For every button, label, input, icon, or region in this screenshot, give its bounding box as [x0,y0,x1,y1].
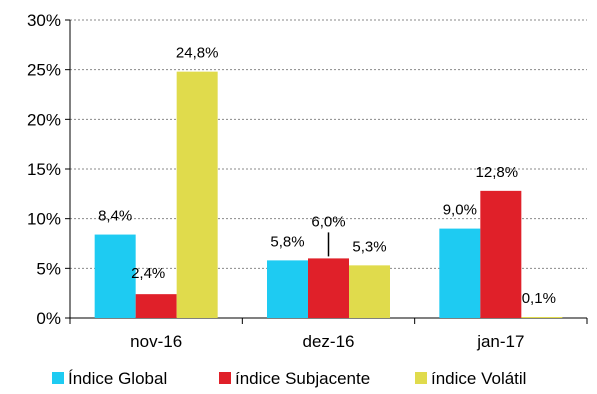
x-axis: nov-16 dez-16 jan-17 [69,317,588,351]
y-tick-label: 0% [36,309,61,328]
bar [349,265,390,318]
data-label: 0,1% [522,290,556,307]
y-tick-label: 25% [27,61,61,80]
y-axis: 0% 5% 10% 15% 20% 25% 30% [27,11,71,328]
legend: Índice Global índice Subjacente índice Vol… [52,369,526,388]
bar [480,190,522,318]
y-tick-label: 20% [27,110,61,129]
bar [308,258,349,318]
data-label: 6,0% [311,213,345,230]
y-tick-label: 5% [36,259,61,278]
data-label: 9,0% [443,202,477,219]
legend-swatch [52,372,64,384]
y-tick-label: 15% [27,160,61,179]
legend-label: índice Subjacente [235,369,370,388]
bar-series [94,71,563,318]
x-tick-label: dez-16 [303,332,355,351]
y-tick-label: 10% [27,210,61,229]
bar [135,294,177,318]
legend-swatch [219,372,231,384]
data-label: 8,4% [98,208,132,225]
data-label: 2,4% [131,265,165,282]
y-tick-label: 30% [27,11,61,30]
bar [521,317,563,318]
legend-label: Índice Global [68,369,167,388]
legend-label: índice Volátil [431,369,526,388]
x-tick-label: nov-16 [130,332,182,351]
data-labels: 8,4% 2,4% 24,8% 5,8% 6,0% 5,3% 9,0% 12,8% 0,1% [98,45,556,307]
data-label: 5,8% [270,233,304,250]
x-tick-label: jan-17 [476,332,524,351]
data-label: 12,8% [476,164,519,181]
data-label: 5,3% [352,238,386,255]
legend-swatch [415,372,427,384]
bar [94,234,136,318]
bar [176,71,218,318]
bar [439,228,481,318]
bar [267,260,308,318]
data-label: 24,8% [176,45,219,62]
